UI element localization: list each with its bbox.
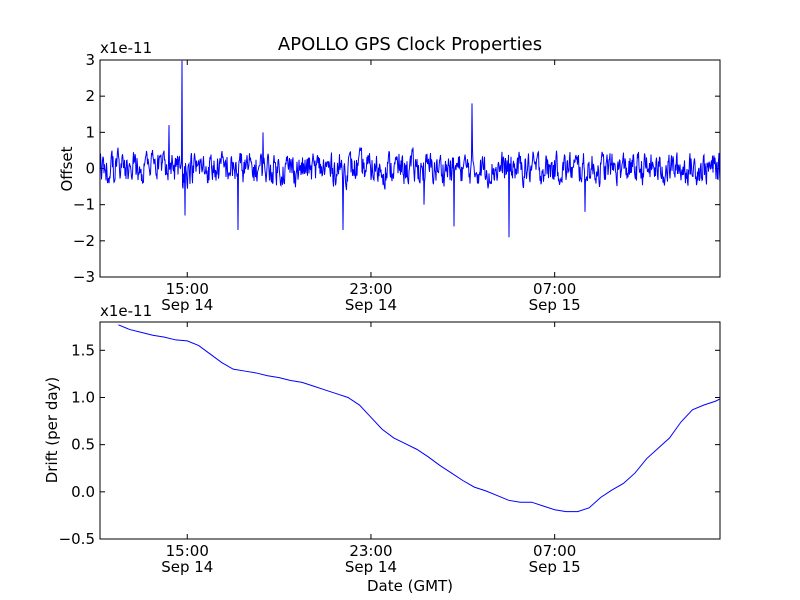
y-tick-label: 0 (85, 160, 95, 178)
y-tick-label: 1.0 (71, 388, 95, 406)
x-tick-date-label: Sep 15 (529, 296, 581, 314)
x-tick-time-label: 07:00 (533, 542, 576, 560)
y-tick-label: −0.5 (59, 530, 95, 548)
x-tick-date-label: Sep 14 (345, 558, 397, 576)
y-tick-label: −2 (73, 232, 95, 250)
drift-axis-label: Drift (per day) (43, 377, 61, 484)
y-tick-label: −1 (73, 196, 95, 214)
x-tick-time-label: 23:00 (349, 280, 392, 298)
offset-plot-frame (99, 59, 721, 278)
offset-axis-label: Offset (58, 146, 76, 191)
x-tick-date-label: Sep 15 (529, 558, 581, 576)
chart-title: APOLLO GPS Clock Properties (278, 34, 542, 55)
y-tick-label: 0.5 (71, 436, 95, 454)
x-tick-time-label: 23:00 (349, 542, 392, 560)
y-tick-label: 1 (85, 123, 95, 141)
offset-series-line (100, 60, 720, 238)
x-tick-time-label: 07:00 (533, 280, 576, 298)
drift-plot-frame (99, 321, 721, 540)
y-tick-label: 1.5 (71, 341, 95, 359)
x-tick-time-label: 15:00 (166, 542, 209, 560)
y-tick-label: 2 (85, 87, 95, 105)
y-tick-label: 0.0 (71, 483, 95, 501)
y-tick-label: 3 (85, 51, 95, 69)
drift-series-line (118, 324, 720, 513)
x-tick-date-label: Sep 14 (161, 558, 213, 576)
x-tick-date-label: Sep 14 (345, 296, 397, 314)
x-tick-time-label: 15:00 (166, 280, 209, 298)
y-tick-label: −3 (73, 268, 95, 286)
offset-scale-label: x1e-11 (100, 39, 152, 57)
drift-scale-label: x1e-11 (100, 302, 152, 320)
x-tick-date-label: Sep 14 (161, 296, 213, 314)
x-axis-label: Date (GMT) (367, 577, 453, 595)
